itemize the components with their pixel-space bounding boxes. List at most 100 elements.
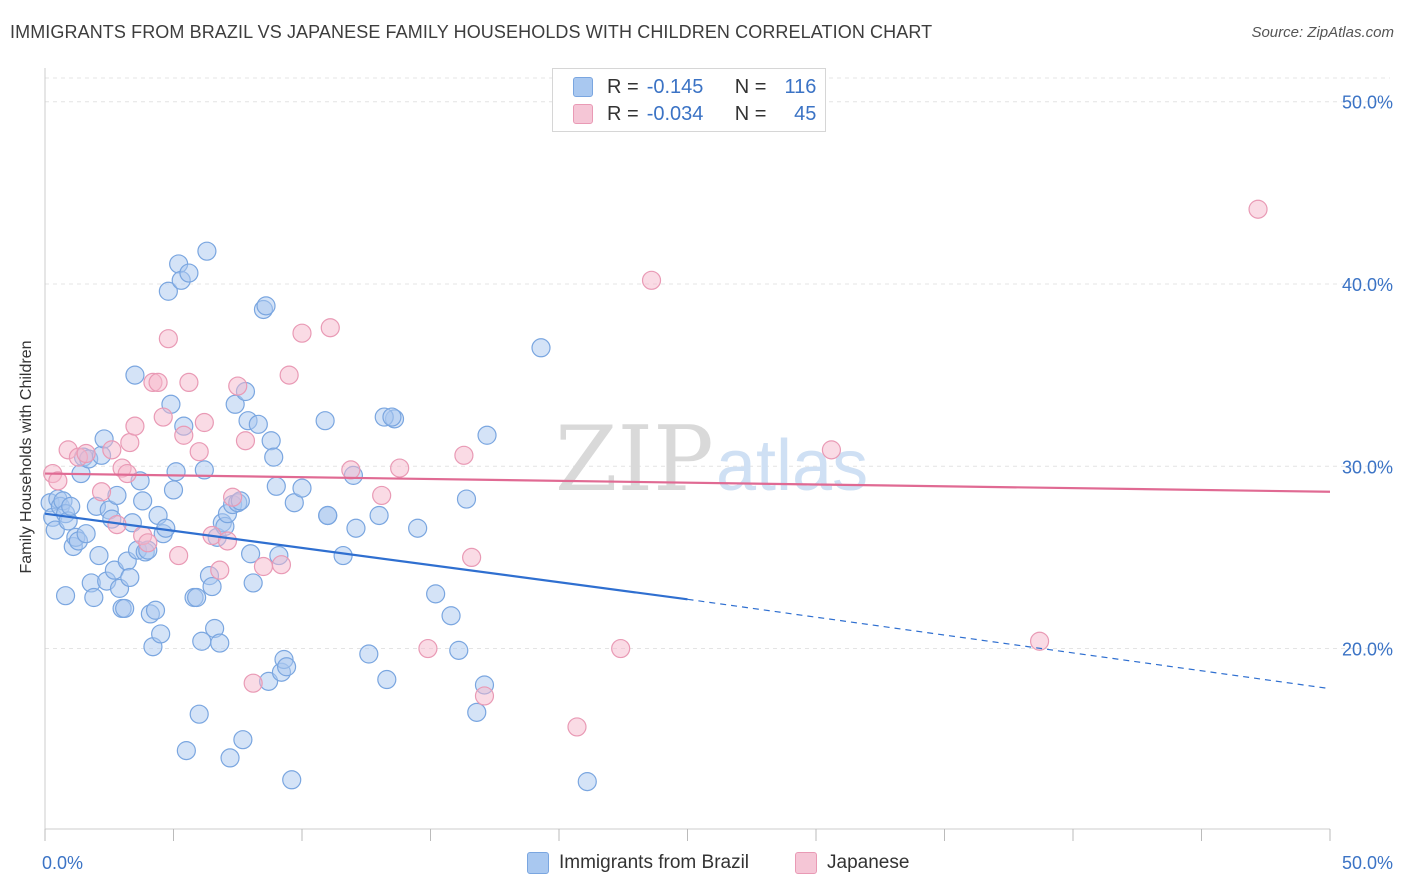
data-point: [158, 281, 178, 301]
data-point: [125, 416, 145, 436]
data-point: [577, 772, 597, 792]
tick-labels: 20.0% 30.0% 40.0% 50.0% 0.0% 50.0%: [42, 93, 1393, 873]
data-point: [292, 478, 312, 498]
data-point: [145, 600, 166, 620]
legend-swatch-pink: [795, 852, 817, 874]
data-point: [426, 584, 446, 604]
data-point: [456, 489, 477, 509]
data-point: [220, 748, 240, 768]
data-point: [166, 462, 186, 482]
trend-line-japanese: [44, 472, 1331, 493]
data-point: [292, 323, 312, 343]
data-point: [821, 440, 842, 460]
data-point: [333, 545, 353, 566]
legend-label-brazil: Immigrants from Brazil: [559, 852, 750, 873]
legend-n-label: N =: [734, 102, 767, 125]
y-tick-label: 50.0%: [1342, 93, 1393, 113]
data-point: [197, 241, 217, 261]
data-point: [276, 657, 297, 677]
data-point: [148, 372, 168, 393]
data-point: [223, 487, 243, 507]
data-point: [228, 376, 248, 396]
data-point: [243, 573, 263, 593]
legend-item-brazil[interactable]: Immigrants from Brazil: [527, 852, 749, 874]
legend-swatch-blue: [573, 77, 593, 97]
watermark: ZIP atlas: [555, 407, 868, 512]
data-point: [449, 640, 469, 660]
data-point: [256, 296, 276, 316]
data-point: [359, 644, 379, 664]
watermark-zip: ZIP: [555, 407, 714, 512]
data-point: [1029, 631, 1050, 651]
data-point: [408, 518, 428, 538]
data-point: [48, 471, 68, 491]
legend-item-japanese[interactable]: Japanese: [795, 852, 909, 874]
data-point: [151, 624, 171, 644]
data-point: [567, 717, 587, 737]
stats-legend: R = -0.145 N = 116 R = -0.034 N = 45: [552, 68, 826, 132]
data-point: [243, 673, 263, 693]
data-point: [158, 329, 178, 349]
data-point: [282, 770, 302, 790]
data-point: [253, 556, 274, 577]
data-point: [382, 407, 402, 427]
data-point: [194, 460, 214, 480]
data-point: [84, 587, 104, 608]
legend-r-label: R =: [607, 102, 639, 125]
data-point: [474, 686, 495, 706]
y-axis-label: Family Households with Children: [18, 340, 35, 574]
data-point: [163, 480, 184, 500]
legend-r-value: -0.145: [646, 75, 704, 98]
grid-lines: [45, 77, 1390, 650]
data-point: [179, 263, 199, 283]
data-point: [369, 505, 389, 526]
data-point: [462, 547, 482, 568]
trend-line-brazil: [44, 512, 688, 601]
data-point: [248, 414, 268, 434]
data-point: [441, 606, 461, 626]
source-label: Source: ZipAtlas.com: [1251, 24, 1394, 41]
legend-row-japanese: R = -0.034 N = 45: [573, 102, 816, 126]
data-point: [217, 531, 238, 551]
data-point: [153, 407, 173, 427]
watermark-atlas: atlas: [716, 426, 868, 506]
chart-title: IMMIGRANTS FROM BRAZIL VS JAPANESE FAMIL…: [10, 22, 933, 42]
x-tick-label: 0.0%: [42, 853, 83, 873]
data-point: [390, 458, 410, 478]
data-point: [611, 638, 631, 659]
legend-r-label: R =: [607, 75, 639, 98]
data-point: [315, 411, 335, 431]
data-point: [235, 431, 256, 451]
data-point: [279, 365, 299, 385]
data-point: [233, 730, 253, 750]
legend-n-label: N =: [734, 75, 767, 98]
data-point: [115, 598, 135, 619]
data-point: [377, 669, 397, 690]
legend-swatch-pink: [573, 104, 593, 124]
data-point: [467, 702, 487, 722]
data-point: [189, 704, 209, 724]
data-point: [210, 560, 230, 580]
data-point: [125, 365, 145, 385]
data-point: [320, 318, 340, 338]
data-point: [120, 432, 140, 453]
data-point: [1248, 199, 1268, 219]
data-point: [477, 425, 497, 445]
data-point: [169, 545, 189, 566]
data-point: [346, 518, 366, 538]
trend-lines: [44, 472, 1331, 690]
data-point: [641, 270, 662, 290]
series-japanese: [43, 199, 1268, 737]
data-point: [318, 505, 338, 526]
data-point: [202, 576, 222, 597]
data-point: [271, 555, 292, 575]
x-tick-label: 50.0%: [1342, 853, 1393, 873]
data-point: [174, 425, 194, 445]
data-point: [266, 476, 286, 496]
data-point: [61, 496, 81, 516]
legend-r-value: -0.034: [646, 102, 704, 125]
data-point: [194, 412, 214, 433]
legend-swatch-blue: [527, 852, 549, 874]
axes: [44, 68, 1331, 841]
